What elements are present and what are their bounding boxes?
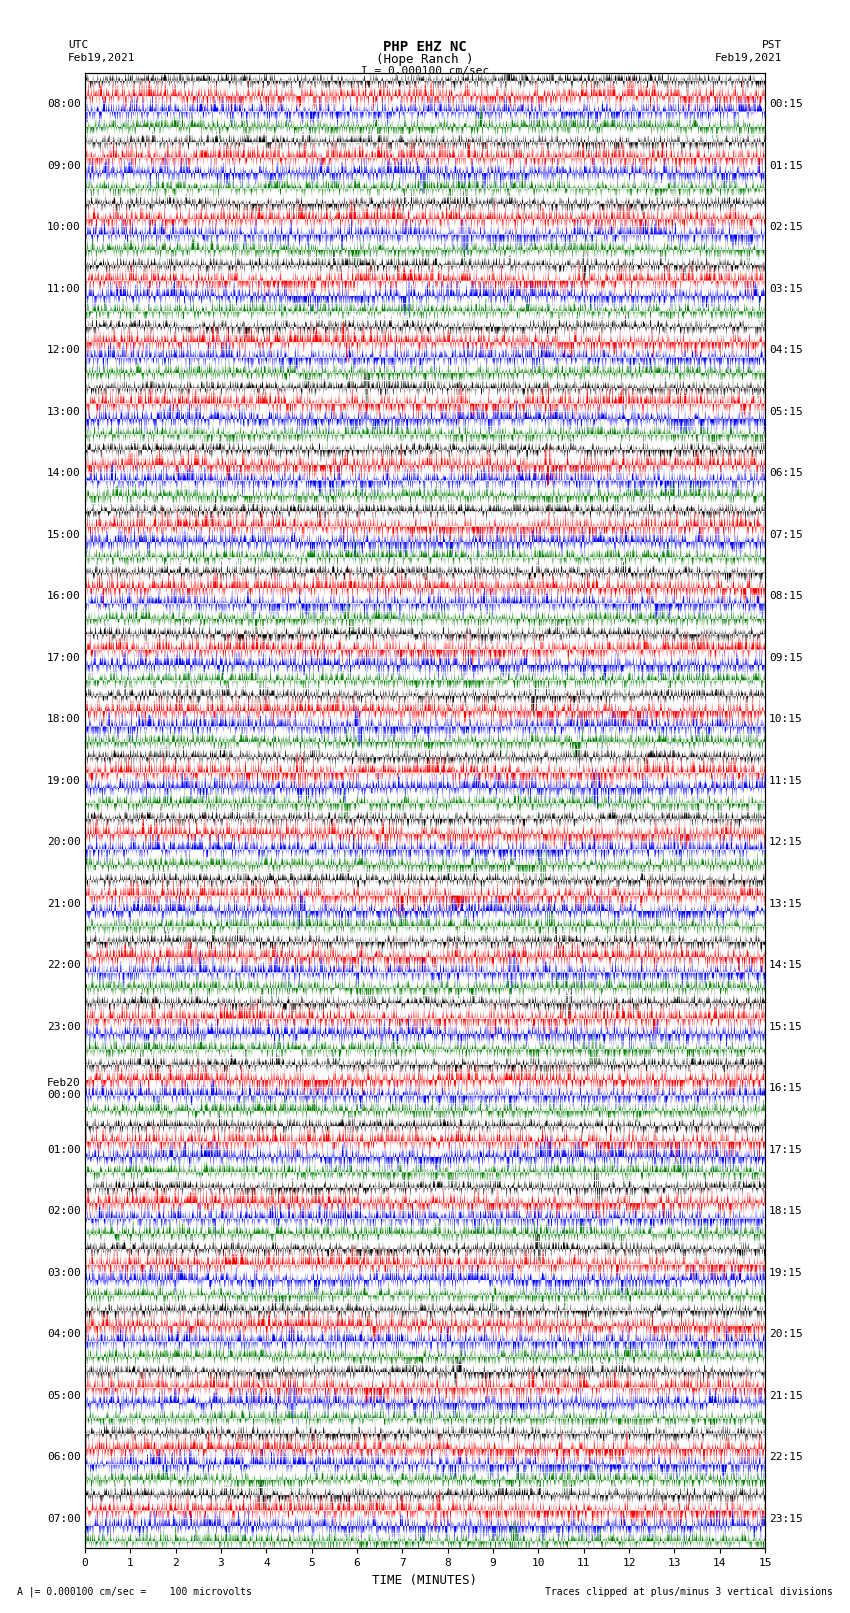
Text: PHP EHZ NC: PHP EHZ NC: [383, 40, 467, 55]
Text: Feb19,2021: Feb19,2021: [715, 53, 782, 63]
Text: (Hope Ranch ): (Hope Ranch ): [377, 53, 473, 66]
Text: A |= 0.000100 cm/sec =    100 microvolts: A |= 0.000100 cm/sec = 100 microvolts: [17, 1586, 252, 1597]
Text: I = 0.000100 cm/sec: I = 0.000100 cm/sec: [361, 66, 489, 76]
Text: Traces clipped at plus/minus 3 vertical divisions: Traces clipped at plus/minus 3 vertical …: [545, 1587, 833, 1597]
Text: Feb19,2021: Feb19,2021: [68, 53, 135, 63]
X-axis label: TIME (MINUTES): TIME (MINUTES): [372, 1574, 478, 1587]
Text: UTC: UTC: [68, 40, 88, 50]
Text: PST: PST: [762, 40, 782, 50]
